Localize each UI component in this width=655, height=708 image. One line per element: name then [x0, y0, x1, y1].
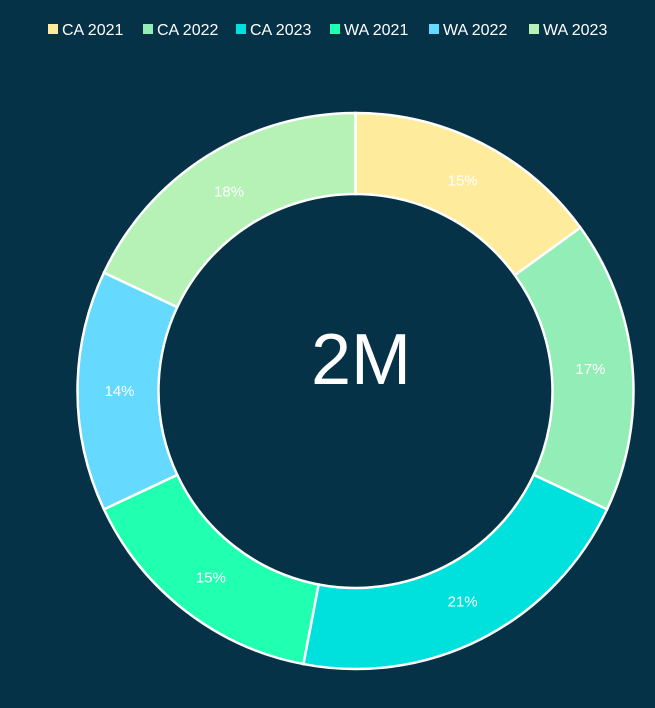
data-label-wa-2021: 15% — [196, 569, 226, 586]
legend-label: WA 2022 — [443, 22, 507, 39]
legend-swatch — [48, 24, 58, 34]
legend-item-wa-2021: WA 2021 — [330, 22, 408, 39]
data-label-ca-2023: 21% — [448, 593, 478, 610]
legend-swatch — [143, 24, 153, 34]
legend-item-wa-2023: WA 2023 — [529, 22, 607, 39]
slice-wa-2023 — [102, 111, 357, 309]
legend-label: CA 2021 — [62, 22, 123, 39]
legend-swatch — [429, 24, 439, 34]
donut-slices — [76, 111, 635, 671]
data-label-ca-2022: 17% — [575, 361, 605, 378]
chart-legend: CA 2021 CA 2022 CA 2023 WA 2021 WA 2022 WA 20… — [48, 22, 607, 39]
legend-label: CA 2023 — [250, 22, 311, 39]
data-label-wa-2023: 18% — [214, 184, 244, 201]
legend-swatch — [330, 24, 340, 34]
data-label-ca-2021: 15% — [448, 173, 478, 190]
slice-ca-2023 — [301, 473, 609, 671]
data-label-wa-2022: 14% — [104, 383, 134, 400]
legend-item-wa-2022: WA 2022 — [429, 22, 507, 39]
slice-labels: 15% 17% 21% 15% 14% 18% — [104, 173, 605, 611]
legend-swatch — [529, 24, 539, 34]
legend-item-ca-2023: CA 2023 — [236, 22, 311, 39]
legend-label: WA 2023 — [543, 22, 607, 39]
legend-label: CA 2022 — [157, 22, 218, 39]
legend-item-ca-2021: CA 2021 — [48, 22, 123, 39]
legend-item-ca-2022: CA 2022 — [143, 22, 218, 39]
legend-swatch — [236, 24, 246, 34]
center-total-label: 2M — [311, 320, 411, 400]
slice-ca-2022 — [513, 225, 635, 512]
legend-label: WA 2021 — [344, 22, 408, 39]
